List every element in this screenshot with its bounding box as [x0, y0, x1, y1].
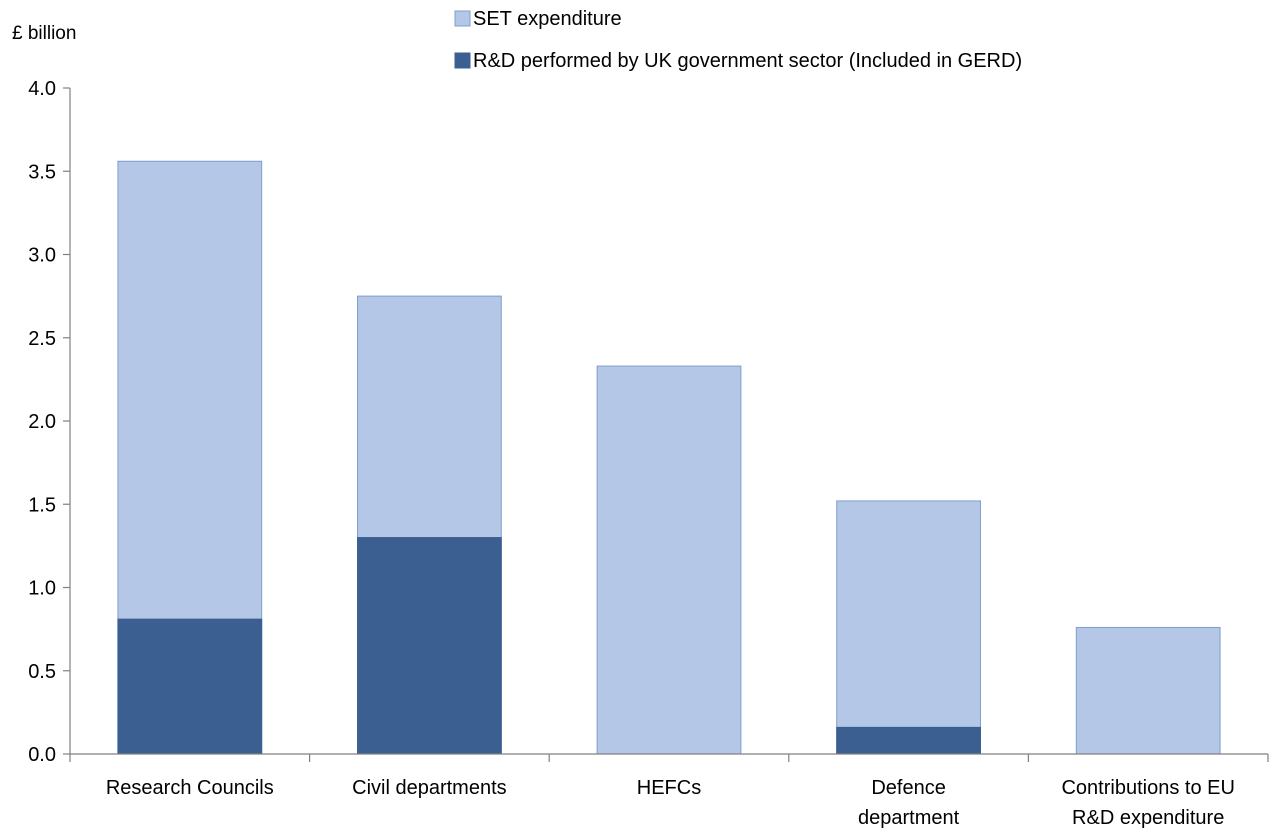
x-tick-label: R&D expenditure	[1072, 807, 1224, 829]
bar-rd-government-0	[117, 618, 263, 755]
x-tick-label: Research Councils	[106, 777, 274, 799]
y-tick-label: 0.0	[28, 744, 56, 766]
legend-swatch-rd-government	[454, 52, 471, 69]
legend-swatch-set-expenditure	[454, 10, 471, 27]
x-tick-label: HEFCs	[637, 777, 701, 799]
bar-rd-government-3	[836, 726, 981, 755]
legend-label-set-expenditure: SET expenditure	[473, 8, 622, 30]
y-tick-label: 3.5	[28, 161, 56, 183]
x-tick-label: Defence	[871, 777, 946, 799]
y-axis-label: £ billion	[12, 23, 76, 44]
y-tick-label: 4.0	[28, 78, 56, 100]
y-tick-label: 3.0	[28, 245, 56, 267]
bar-rd-government-1	[357, 537, 502, 755]
y-tick-label: 0.5	[28, 661, 56, 683]
x-tick-label: Contributions to EU	[1061, 777, 1234, 799]
y-tick-label: 1.0	[28, 578, 56, 600]
bars-group	[117, 160, 1221, 755]
bar-set-expenditure-2	[596, 365, 742, 755]
legend-label-rd-government: R&D performed by UK government sector (I…	[473, 50, 1022, 72]
y-tick-label: 1.5	[28, 494, 56, 516]
bar-set-expenditure-4	[1075, 626, 1221, 755]
bar-set-expenditure-3	[836, 500, 981, 755]
x-tick-label: Civil departments	[352, 777, 507, 799]
y-tick-label: 2.0	[28, 411, 56, 433]
legend: SET expenditure R&D performed by UK gove…	[454, 8, 1022, 72]
y-tick-label: 2.5	[28, 328, 56, 350]
x-tick-label: department	[858, 807, 960, 829]
axes-group: 0.0 0.5 1.0 1.5 2.0 2.5 3.0 3.5 4.0 Research Coun…	[28, 78, 1269, 829]
